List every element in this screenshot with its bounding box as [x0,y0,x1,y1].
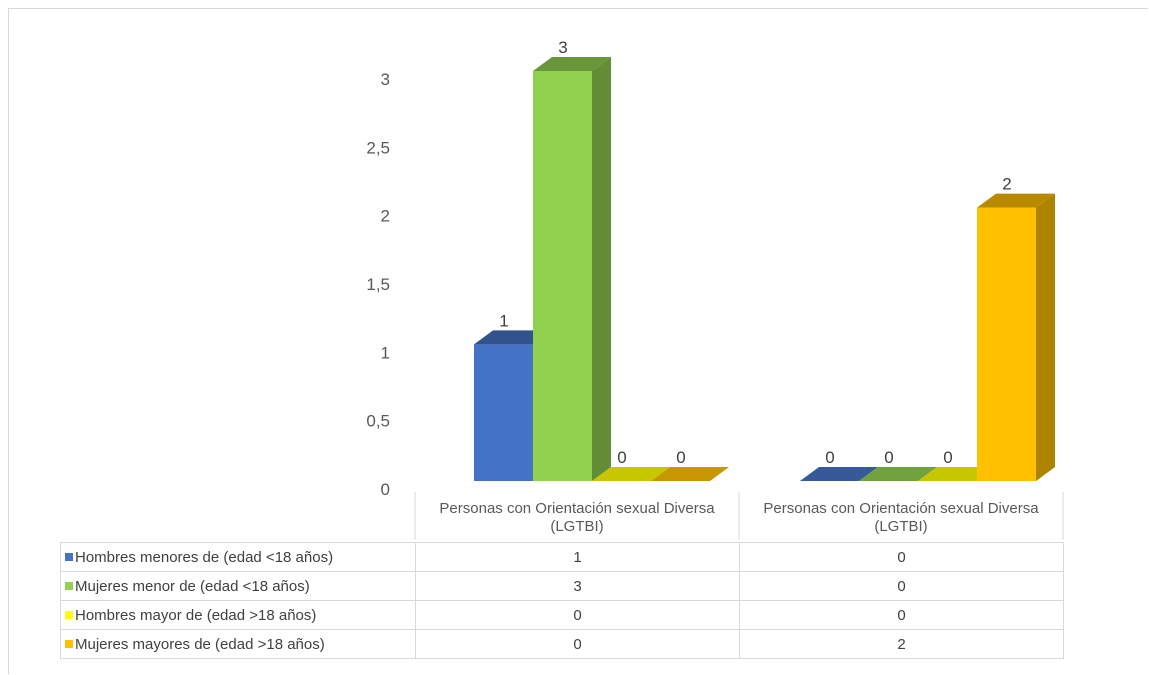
bar-chart-3d: 0 0,5 1 1,5 2 2,5 3 1 3 0 0 0 0 0 2 [366,38,1064,540]
bar-top [918,467,996,481]
legend-swatch [65,639,73,648]
table-row: Mujeres menor de (edad <18 años) 3 0 [60,571,1064,601]
bar [977,207,1036,481]
bar-top [859,467,937,481]
data-label: 0 [884,448,893,467]
bar [474,344,533,481]
category-label-1: Personas con Orientación sexual Diversa … [439,500,715,535]
table-row: Hombres menores de (edad <18 años) 1 0 [60,542,1064,572]
y-tick-label: 2 [381,207,390,226]
table-row: Mujeres mayores de (edad >18 años) 0 2 [60,629,1064,659]
table-value-cell: 3 [415,571,740,601]
series-name: Hombres mayor de (edad >18 años) [75,606,317,624]
y-tick-label: 0,5 [366,412,390,431]
bar-top [651,467,729,481]
series-name: Hombres menores de (edad <18 años) [75,548,334,566]
table-value-cell: 0 [739,571,1064,601]
legend-key-cell: Hombres menores de (edad <18 años) [60,542,416,572]
bar-side [1036,193,1055,481]
legend-key-cell: Mujeres menor de (edad <18 años) [60,571,416,601]
table-value-cell: 2 [739,629,1064,659]
bar-top [592,467,670,481]
series-name: Mujeres mayores de (edad >18 años) [75,635,325,653]
table-value-cell: 0 [739,542,1064,572]
legend-key-cell: Mujeres mayores de (edad >18 años) [60,629,416,659]
bar-top [533,57,611,71]
data-label: 0 [825,448,834,467]
data-label: 2 [1002,175,1011,194]
table-value-cell: 0 [415,600,740,630]
data-table: Hombres menores de (edad <18 años) 1 0 Muje… [60,542,1064,659]
y-tick-label: 0 [381,480,390,499]
chart-area [8,8,1148,674]
y-tick-label: 2,5 [366,138,390,157]
bar-top [800,467,878,481]
legend-swatch [65,552,73,561]
legend-swatch [65,610,73,619]
data-label: 0 [943,448,952,467]
data-label: 0 [617,448,626,467]
table-value-cell: 0 [415,629,740,659]
data-label: 0 [676,448,685,467]
bar-top [977,193,1055,208]
y-tick-label: 1,5 [366,275,390,294]
legend-swatch [65,581,73,590]
table-value-cell: 1 [415,542,740,572]
data-label: 1 [499,311,508,330]
y-tick-label: 3 [381,70,390,89]
category-label-2: Personas con Orientación sexual Diversa … [763,500,1039,535]
data-label: 3 [558,38,567,57]
y-tick-label: 1 [381,343,390,362]
bar [533,71,592,481]
series-name: Mujeres menor de (edad <18 años) [75,577,310,595]
legend-key-cell: Hombres mayor de (edad >18 años) [60,600,416,630]
table-row: Hombres mayor de (edad >18 años) 0 0 [60,600,1064,630]
bar-side [592,57,611,481]
table-value-cell: 0 [739,600,1064,630]
bar-top [474,330,552,345]
